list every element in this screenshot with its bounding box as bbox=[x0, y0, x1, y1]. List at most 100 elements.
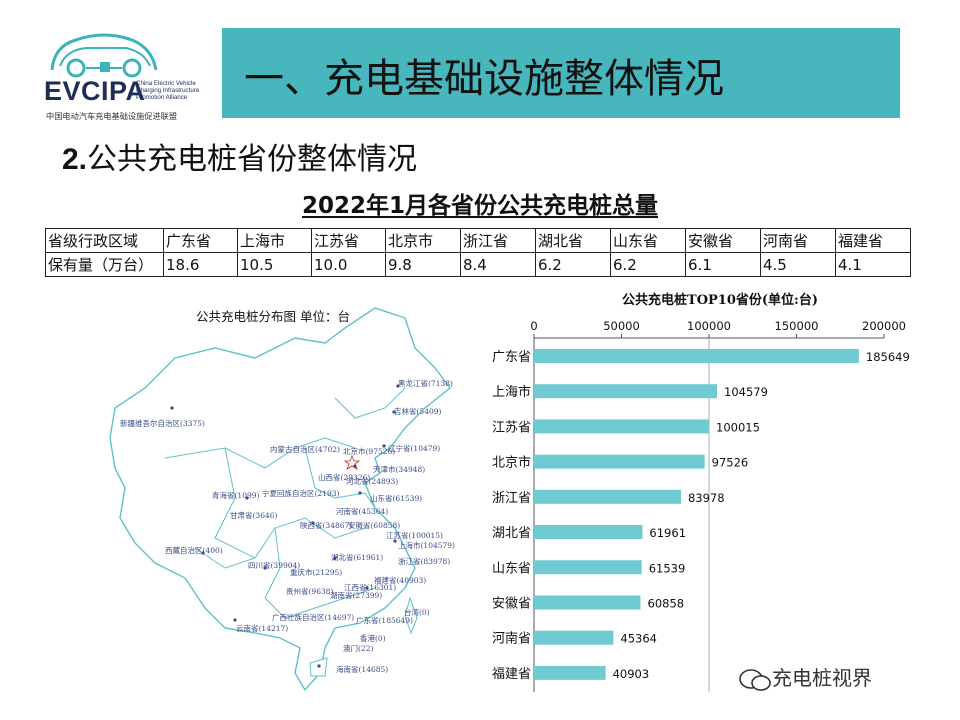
map-label: 内蒙古自治区(4702) bbox=[270, 445, 340, 454]
map-label: 广东省(185649) bbox=[356, 616, 413, 625]
map-label: 北京市(97526) bbox=[343, 447, 396, 456]
map-label: 河北省(24893) bbox=[346, 477, 399, 486]
map-label: 湖北省(61961) bbox=[331, 553, 384, 562]
map-label: 浙江省(83978) bbox=[398, 557, 451, 566]
map-label: 贵州省(9638) bbox=[286, 587, 334, 596]
x-tick-label: 200000 bbox=[862, 319, 906, 333]
map-label: 澳门(22) bbox=[343, 644, 374, 653]
map-label: 吉林省(5409) bbox=[394, 407, 442, 416]
table-cell: 上海市 bbox=[237, 228, 312, 253]
map-label: 青海省(1099) bbox=[212, 491, 260, 500]
table-title: 2022年1月各省份公共充电桩总量 bbox=[301, 193, 659, 219]
map-label: 广西壮族自治区(14697) bbox=[272, 613, 355, 622]
title-bar: 一、充电基础设施整体情况 bbox=[222, 28, 900, 118]
x-tick-label: 50000 bbox=[603, 319, 640, 333]
table-cell: 4.5 bbox=[760, 252, 836, 277]
bar bbox=[534, 384, 718, 399]
x-tick-label: 0 bbox=[530, 319, 537, 333]
bar bbox=[534, 454, 705, 469]
map-label: 台湾(0) bbox=[404, 608, 430, 617]
bar bbox=[534, 419, 710, 434]
bar-value-label: 61539 bbox=[649, 561, 686, 575]
bar-value-label: 45364 bbox=[620, 632, 657, 646]
map-label: 山西省(29326) bbox=[318, 473, 371, 482]
bar-value-label: 100015 bbox=[716, 420, 760, 434]
china-map bbox=[109, 307, 451, 692]
map-label: 四川省(39904) bbox=[248, 561, 301, 570]
car-plug-icon bbox=[50, 33, 158, 78]
logo-abbr: EVCIPA bbox=[44, 76, 146, 106]
table-cell: 河南省 bbox=[760, 228, 836, 253]
evcipa-logo: EVCIPA China Electric Vehicle Charging I… bbox=[40, 26, 220, 122]
map-label: 上海市(104579) bbox=[398, 541, 455, 550]
bar-value-label: 60858 bbox=[648, 596, 685, 610]
table-cell: 4.1 bbox=[835, 252, 911, 277]
table-cell: 湖北省 bbox=[535, 228, 611, 253]
map-label: 新疆维吾尔自治区(3375) bbox=[120, 419, 205, 428]
table-cell: 福建省 bbox=[835, 228, 911, 253]
bar-value-label: 40903 bbox=[613, 667, 650, 681]
table-cell: 保有量（万台） bbox=[45, 252, 164, 277]
table-cell: 江苏省 bbox=[311, 228, 386, 253]
bar bbox=[534, 595, 641, 610]
table-row: 保有量（万台） 18.6 10.5 10.0 9.8 8.4 6.2 6.2 6… bbox=[45, 252, 911, 277]
table-header-row: 省级行政区域 广东省 上海市 江苏省 北京市 浙江省 湖北省 山东省 安徽省 河… bbox=[45, 228, 911, 253]
section-heading: 2.公共充电桩省份整体情况 bbox=[62, 134, 417, 178]
section-number: 2. bbox=[62, 143, 88, 176]
table-cell: 8.4 bbox=[460, 252, 536, 277]
map-label: 河南省(45364) bbox=[336, 507, 389, 516]
table-cell: 18.6 bbox=[163, 252, 238, 277]
watermark-text: 充电桩视界 bbox=[772, 666, 872, 690]
category-label: 山东省 bbox=[492, 561, 531, 576]
map-label: 西藏自治区(400) bbox=[165, 546, 223, 555]
table-cell: 6.2 bbox=[535, 252, 611, 277]
category-label: 安徽省 bbox=[492, 596, 531, 611]
map-label: 香港(0) bbox=[360, 634, 386, 643]
table-cell: 安徽省 bbox=[685, 228, 761, 253]
map-label: 重庆市(21295) bbox=[290, 568, 343, 577]
top10-bar-chart: 公共充电桩TOP10省份(单位:台) 0 50000 100000 150000 200… bbox=[492, 292, 910, 692]
category-label: 江苏省 bbox=[492, 419, 531, 435]
map-label: 湖南省(27399) bbox=[330, 591, 383, 600]
table-cell: 山东省 bbox=[610, 228, 686, 253]
bar bbox=[534, 630, 614, 645]
map-label: 海南省(14685) bbox=[336, 665, 389, 674]
category-label: 北京市 bbox=[492, 455, 531, 471]
bar-value-label: 185649 bbox=[866, 350, 910, 364]
table-cell: 10.0 bbox=[311, 252, 386, 277]
chart-title: 公共充电桩TOP10省份(单位:台) bbox=[622, 292, 818, 308]
logo-english-name: China Electric Vehicle Charging Infrastr… bbox=[136, 80, 200, 101]
map-label: 江苏省(100015) bbox=[386, 531, 443, 540]
map-label: 福建省(40903) bbox=[374, 576, 427, 585]
category-label: 上海市 bbox=[492, 384, 531, 400]
map-label: 云南省(14217) bbox=[236, 624, 289, 633]
province-table: 省级行政区域 广东省 上海市 江苏省 北京市 浙江省 湖北省 山东省 安徽省 河… bbox=[45, 228, 911, 277]
watermark: 充电桩视界 bbox=[738, 662, 872, 692]
category-label: 福建省 bbox=[492, 667, 531, 682]
bar-value-label: 83978 bbox=[688, 491, 725, 505]
page-title: 一、充电基础设施整体情况 bbox=[244, 56, 724, 102]
bar bbox=[534, 489, 681, 504]
bar bbox=[534, 525, 643, 540]
map-label: 安徽省(60858) bbox=[348, 521, 401, 530]
map-label: 陕西省(34867) bbox=[300, 521, 353, 530]
bar-value-label: 61961 bbox=[649, 526, 686, 540]
map-label: 宁夏回族自治区(2193) bbox=[262, 489, 340, 498]
x-tick-label: 150000 bbox=[775, 319, 819, 333]
table-cell: 9.8 bbox=[385, 252, 461, 277]
category-label: 湖北省 bbox=[492, 526, 531, 541]
table-cell: 浙江省 bbox=[460, 228, 536, 253]
bar bbox=[534, 665, 606, 680]
map-label: 辽宁省(10479) bbox=[388, 444, 441, 453]
map-label: 天津市(34948) bbox=[373, 465, 426, 474]
table-cell: 6.2 bbox=[610, 252, 686, 277]
bar bbox=[534, 349, 859, 363]
map-label: 黑龙江省(7138) bbox=[398, 379, 453, 388]
capital-star-icon bbox=[343, 454, 361, 470]
x-tick-label: 100000 bbox=[687, 319, 731, 333]
section-title: 公共充电桩省份整体情况 bbox=[87, 142, 418, 177]
table-cell: 10.5 bbox=[237, 252, 312, 277]
map-label: 江西省(16301) bbox=[344, 583, 397, 592]
map-title: 公共充电桩分布图 单位：台 bbox=[196, 309, 350, 324]
bar bbox=[534, 560, 642, 575]
